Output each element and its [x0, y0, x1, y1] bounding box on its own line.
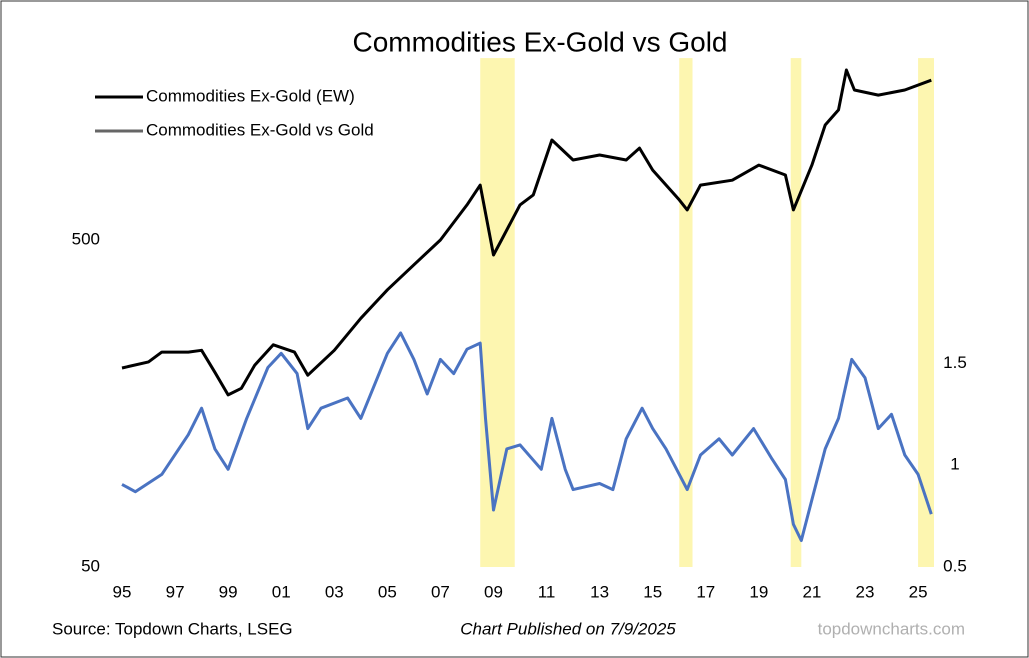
highlight-band — [480, 58, 515, 567]
x-tick-label: 07 — [431, 582, 450, 601]
y2-tick-label: 0.5 — [943, 556, 967, 575]
x-tick-label: 09 — [484, 582, 503, 601]
chart-title: Commodities Ex-Gold vs Gold — [352, 26, 727, 57]
highlight-band — [790, 58, 802, 567]
highlight-band — [918, 58, 934, 567]
watermark: topdowncharts.com — [818, 619, 965, 638]
x-tick-label: 15 — [643, 582, 662, 601]
series-line — [121, 68, 932, 397]
x-tick-label: 19 — [749, 582, 768, 601]
publish-note: Chart Published on 7/9/2025 — [460, 619, 676, 638]
x-tick-label: 17 — [696, 582, 715, 601]
y-tick-label: 500 — [72, 229, 100, 248]
x-tick-label: 95 — [113, 582, 132, 601]
x-tick-label: 25 — [909, 582, 928, 601]
y2-tick-label: 1 — [950, 455, 959, 474]
y2-tick-label: 1.5 — [943, 353, 967, 372]
x-tick-label: 97 — [166, 582, 185, 601]
x-tick-label: 99 — [219, 582, 238, 601]
x-tick-label: 03 — [325, 582, 344, 601]
legend-label: Commodities Ex-Gold (EW) — [146, 86, 355, 105]
series-line — [121, 331, 933, 542]
y-tick-label: 50 — [81, 556, 100, 575]
x-tick-label: 21 — [802, 582, 821, 601]
x-tick-label: 13 — [590, 582, 609, 601]
highlight-band — [679, 58, 693, 567]
x-tick-label: 11 — [538, 582, 556, 601]
x-tick-label: 23 — [856, 582, 875, 601]
source: Source: Topdown Charts, LSEG — [52, 619, 293, 638]
legend-label: Commodities Ex-Gold vs Gold — [146, 120, 374, 139]
x-tick-label: 01 — [272, 582, 291, 601]
x-tick-label: 05 — [378, 582, 397, 601]
